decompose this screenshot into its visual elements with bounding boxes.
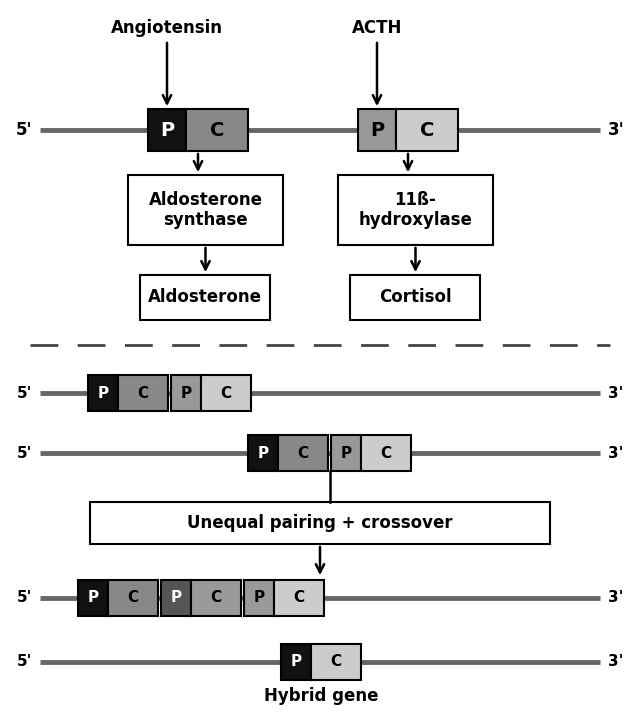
Text: 5': 5' [17, 654, 32, 670]
Bar [118, 375, 168, 411]
Text: P: P [180, 385, 191, 400]
Text: P: P [98, 385, 108, 400]
Text: Unequal pairing + crossover: Unequal pairing + crossover [187, 514, 453, 532]
Bar [338, 175, 493, 245]
Text: P: P [290, 654, 302, 670]
Text: P: P [340, 446, 352, 461]
Text: 3': 3' [608, 654, 623, 670]
Text: 11ß-
hydroxylase: 11ß- hydroxylase [359, 191, 473, 230]
Bar [148, 109, 186, 151]
Text: P: P [160, 120, 174, 140]
Bar [171, 375, 201, 411]
Bar [90, 502, 550, 544]
Text: Cortisol: Cortisol [379, 289, 451, 307]
Bar [191, 580, 241, 616]
Bar [78, 580, 108, 616]
Text: C: C [210, 120, 224, 140]
Bar [140, 275, 270, 320]
Bar [88, 375, 118, 411]
Text: Aldosterone
synthase: Aldosterone synthase [148, 191, 263, 230]
Text: C: C [297, 446, 309, 461]
Text: Aldosterone: Aldosterone [148, 289, 262, 307]
Bar [274, 580, 324, 616]
Text: 5': 5' [17, 590, 32, 606]
Text: ACTH: ACTH [352, 19, 402, 37]
Bar [281, 644, 311, 680]
Text: Angiotensin: Angiotensin [111, 19, 223, 37]
Bar [248, 435, 278, 471]
Bar [396, 109, 458, 151]
Bar [201, 375, 251, 411]
Text: C: C [211, 590, 221, 606]
Text: C: C [137, 385, 148, 400]
Text: C: C [420, 120, 434, 140]
Bar [186, 109, 248, 151]
Text: 3': 3' [608, 121, 625, 139]
Text: 5': 5' [17, 446, 32, 461]
Text: P: P [370, 120, 384, 140]
Text: C: C [331, 654, 342, 670]
Text: 3': 3' [608, 446, 623, 461]
Text: C: C [293, 590, 304, 606]
Text: 3': 3' [608, 385, 623, 400]
Text: 5': 5' [17, 385, 32, 400]
Bar [350, 275, 480, 320]
Text: P: P [170, 590, 182, 606]
Bar [244, 580, 274, 616]
Text: P: P [87, 590, 99, 606]
Bar [361, 435, 411, 471]
Text: 3': 3' [608, 590, 623, 606]
Bar [161, 580, 191, 616]
Text: C: C [381, 446, 392, 461]
Text: P: P [254, 590, 265, 606]
Bar [331, 435, 361, 471]
Bar [128, 175, 283, 245]
Text: C: C [128, 590, 139, 606]
Bar [358, 109, 396, 151]
Text: Hybrid gene: Hybrid gene [264, 687, 378, 705]
Text: C: C [220, 385, 232, 400]
Text: P: P [257, 446, 268, 461]
Text: 5': 5' [15, 121, 32, 139]
Bar [278, 435, 328, 471]
Bar [311, 644, 361, 680]
Bar [108, 580, 158, 616]
